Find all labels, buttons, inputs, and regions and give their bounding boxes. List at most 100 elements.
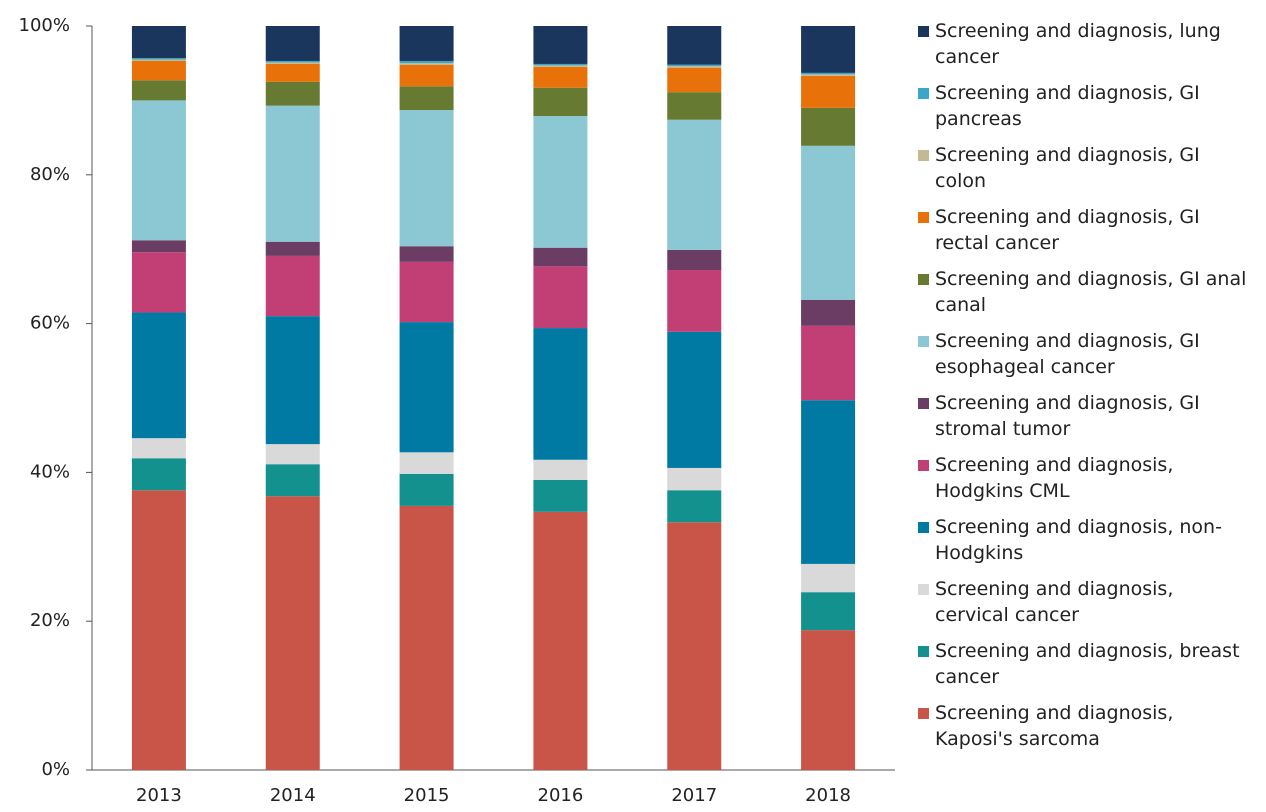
legend-swatch [918,646,929,657]
bar-segment [131,458,186,491]
bar-segment [667,26,722,65]
bar-segment [667,270,722,332]
bar-segment [801,563,856,593]
bar-segment [399,60,454,64]
y-tick-label: 40% [30,461,70,482]
bar-segment [131,60,186,81]
bar-segment [533,87,588,117]
bar-segment [667,522,722,770]
bar-segment [667,249,722,271]
bar-segment [399,505,454,770]
legend-entry: Screening and diagnosis, lung cancer [918,18,1258,80]
bar-segment [399,322,454,453]
bar-segment [667,467,722,491]
bar-segment [533,26,588,64]
bar-segment [533,65,588,67]
bar-segment [131,252,186,313]
x-tick-label: 2014 [270,785,316,806]
legend-label: Screening and diagnosis, GI colon [935,144,1200,192]
x-tick-label: 2017 [671,785,717,806]
legend-entry: Screening and diagnosis, Kaposi's sarcom… [918,700,1258,762]
bar-segment [131,100,186,241]
legend-label: Screening and diagnosis, GI stromal tumo… [935,392,1200,440]
bar-segment [131,240,186,253]
legend-swatch [918,274,929,285]
legend-entry: Screening and diagnosis, non-Hodgkins [918,514,1258,576]
bar-segment [533,247,588,267]
x-tick-label: 2013 [136,785,182,806]
bar-segment [399,473,454,506]
legend-swatch [918,336,929,347]
bar-segment [265,105,320,242]
bar-segment [667,119,722,250]
bar-segment [131,26,186,58]
legend-label: Screening and diagnosis, GI rectal cance… [935,206,1200,254]
bar-segment [801,26,856,73]
bar-segment [265,241,320,256]
bar-segment [801,75,856,108]
legend-label: Screening and diagnosis, GI esophageal c… [935,330,1200,378]
bar-segment [265,60,320,63]
bar-segment [131,80,186,101]
legend-entry: Screening and diagnosis, Hodgkins CML [918,452,1258,514]
bar-segment [801,72,856,75]
bar-segment [801,630,856,770]
legend-label: Screening and diagnosis, GI pancreas [935,82,1200,130]
legend-label: Screening and diagnosis, Hodgkins CML [935,454,1174,502]
bar-segment [265,255,320,317]
legend-swatch [918,584,929,595]
bar-segment [533,63,588,66]
legend-swatch [918,150,929,161]
bar-segment [667,92,722,120]
bar-segment [131,438,186,459]
bar-segment [399,26,454,61]
bar-segment [533,459,588,480]
bar-segment [265,444,320,465]
bar-segment [265,496,320,770]
legend-entry: Screening and diagnosis, GI stromal tumo… [918,390,1258,452]
legend-swatch [918,460,929,471]
bar-segment [131,312,186,439]
legend: Screening and diagnosis, lung cancer Scre… [918,18,1258,762]
bar-segment [265,26,320,61]
bar-segment [399,261,454,323]
legend-entry: Screening and diagnosis, GI anal canal [918,266,1258,328]
bar-segment [399,64,454,87]
x-tick-label: 2016 [538,785,584,806]
x-tick-label: 2018 [805,785,851,806]
legend-label: Screening and diagnosis, breast cancer [935,640,1240,688]
bar-segment [399,452,454,474]
legend-entry: Screening and diagnosis, GI rectal cance… [918,204,1258,266]
bar-segment [265,62,320,64]
bar-segment [399,86,454,111]
y-tick-label: 80% [30,164,70,185]
bar-segment [131,57,186,60]
legend-entry: Screening and diagnosis, GI pancreas [918,80,1258,142]
bar-segment [667,64,722,67]
bar-segment [801,325,856,401]
bar-segment [533,479,588,512]
y-tick-label: 100% [19,15,70,36]
legend-entry: Screening and diagnosis, GI esophageal c… [918,328,1258,390]
bar-segment [533,266,588,329]
bar-segment [801,299,856,326]
bar-segment [533,116,588,248]
legend-swatch [918,522,929,533]
y-tick-label: 20% [30,610,70,631]
legend-swatch [918,708,929,719]
x-tick-label: 2015 [404,785,450,806]
bar-segment [667,66,722,68]
bar-segment [801,400,856,564]
legend-entry: Screening and diagnosis, cervical cancer [918,576,1258,638]
bar-segment [265,81,320,106]
bar-segment [399,63,454,65]
bar-segment [399,246,454,262]
bar-segment [801,145,856,300]
bar-segment [265,464,320,497]
bar-segment [667,67,722,93]
bar-segment [533,66,588,88]
legend-swatch [918,26,929,37]
bar-segment [667,490,722,523]
